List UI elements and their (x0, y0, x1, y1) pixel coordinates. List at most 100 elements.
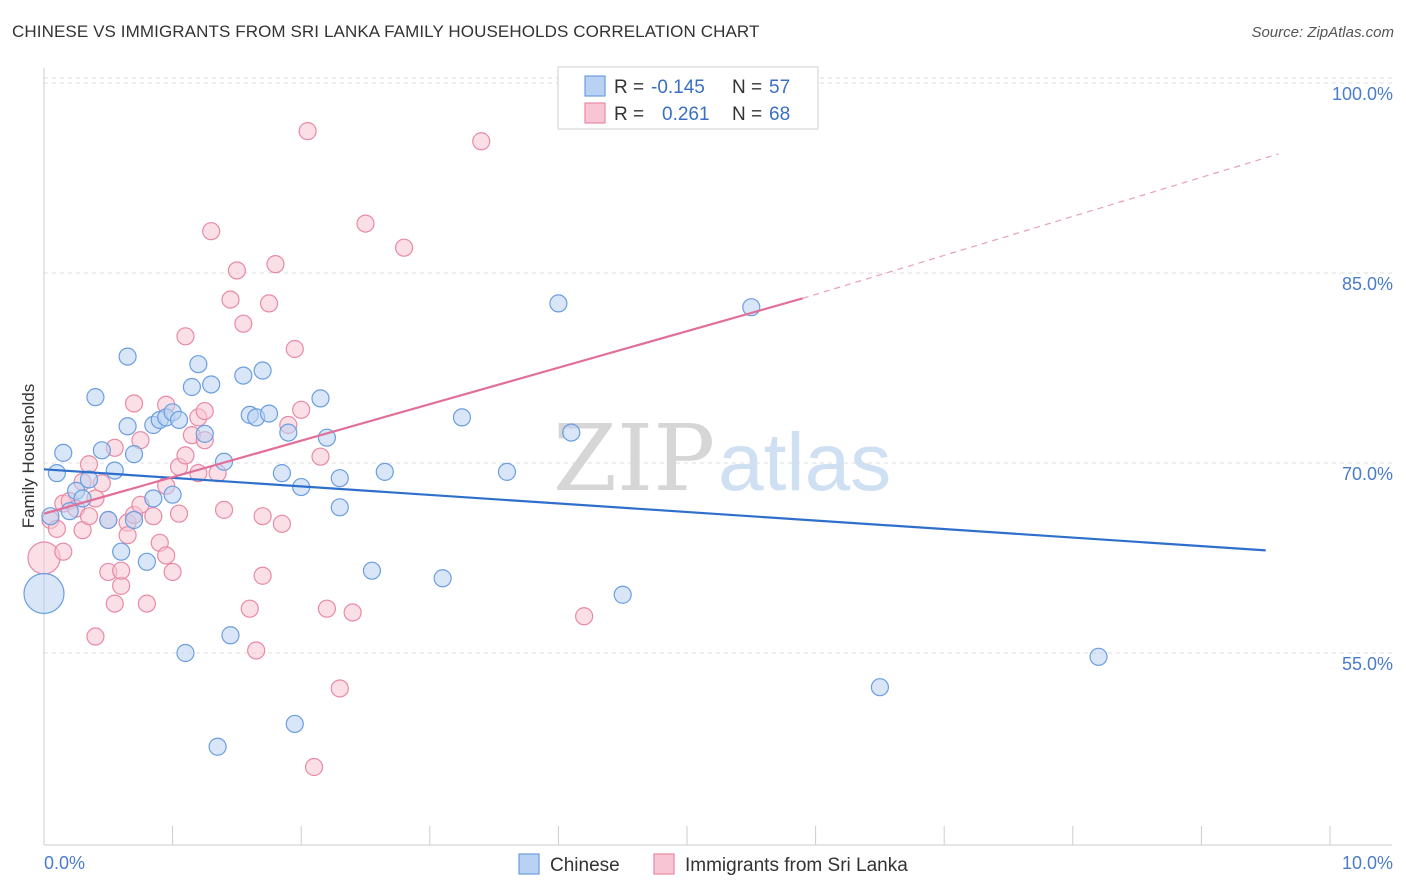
sri-lanka-point (79, 455, 99, 474)
y-tick-label: 100.0% (1332, 84, 1393, 104)
legend-swatch-chinese (584, 75, 606, 97)
chinese-point (137, 552, 156, 571)
sri-lanka-point (144, 507, 163, 526)
y-tick-label: 55.0% (1342, 654, 1393, 674)
y-axis-label: Family Households (19, 384, 38, 529)
legend-n-label-2: N = (732, 104, 762, 125)
chinese-point (124, 510, 144, 530)
sri-lanka-point (227, 261, 246, 280)
chinese-point (549, 294, 568, 313)
gridlines (44, 77, 1392, 654)
chinese-point (176, 643, 195, 663)
chinese-point (105, 461, 124, 480)
chinese-point (202, 375, 221, 394)
sri-lanka-point (124, 394, 144, 413)
chinese-point (221, 626, 240, 645)
sri-lanka-point (472, 132, 491, 151)
chinese-point (169, 410, 189, 430)
sri-lanka-point (285, 339, 304, 359)
sri-lanka-point (86, 627, 105, 646)
chinese-point (99, 510, 118, 530)
sri-lanka-point (112, 561, 131, 580)
sri-lanka-point (317, 599, 337, 618)
chinese-point (497, 462, 517, 481)
sri-lanka-point (292, 400, 311, 419)
chinese-point (272, 464, 292, 483)
sri-lanka-point (247, 641, 266, 660)
chinese-point (613, 585, 632, 604)
sri-lanka-point (311, 447, 330, 466)
sri-lanka-point (343, 603, 362, 622)
trend-line-sri-lanka (43, 297, 804, 515)
sri-lanka-point (176, 327, 195, 346)
sri-lanka-point (195, 401, 214, 421)
watermark-zip: ZIP (553, 405, 715, 512)
chinese-point (73, 489, 92, 508)
y-tick-label: 85.0% (1342, 274, 1393, 294)
sri-lanka-point (79, 507, 99, 526)
chinese-point (330, 469, 349, 488)
chinese-point (285, 714, 304, 734)
chinese-point (234, 366, 253, 385)
series-sri-lanka (27, 122, 594, 777)
sri-lanka-point (356, 214, 375, 233)
trend-lines (43, 153, 1279, 552)
sri-lanka-point (272, 514, 292, 533)
chinese-point (163, 485, 182, 504)
chinese-point (189, 355, 208, 374)
chinese-point (1089, 647, 1108, 666)
sri-lanka-point (163, 562, 182, 582)
legend-n-label-1: N = (732, 77, 762, 98)
chinese-point (317, 428, 337, 447)
trend-line-chinese (43, 468, 1266, 552)
sri-lanka-point (105, 594, 124, 613)
legend-r-label-2: R = (614, 104, 644, 125)
legend-box: R = -0.145 N = 57 R = 0.261 N = 68 (557, 66, 819, 130)
chinese-point (279, 423, 298, 442)
bottom-legend: Chinese Immigrants from Sri Lanka (518, 853, 908, 876)
chinese-point (124, 445, 144, 464)
chinese-point (92, 441, 111, 460)
sri-lanka-point (266, 255, 285, 274)
chinese-point (375, 462, 394, 481)
chinese-point (79, 470, 99, 489)
chinese-point (362, 561, 382, 580)
sri-lanka-point (169, 504, 189, 523)
bottom-legend-sri-lanka: Immigrants from Sri Lanka (685, 855, 908, 876)
chinese-point (433, 569, 452, 588)
chinese-point (311, 389, 330, 408)
chinese-point (195, 424, 214, 443)
chinese-point (562, 423, 581, 442)
sri-lanka-point (54, 542, 73, 561)
chinese-point (144, 489, 163, 508)
legend-r-label-1: R = (614, 77, 644, 98)
sri-lanka-point (575, 607, 594, 626)
legend-n-value-1: 57 (769, 77, 790, 98)
axes: 55.0% 70.0% 85.0% 100.0% 0.0% 10.0% (43, 68, 1393, 873)
sri-lanka-point (330, 679, 349, 698)
chinese-point (118, 417, 137, 436)
sri-lanka-point (27, 541, 61, 575)
chinese-point (112, 542, 131, 561)
sri-lanka-point (221, 290, 240, 309)
sri-lanka-point (112, 576, 131, 595)
chinese-point (86, 388, 105, 407)
sri-lanka-point (137, 594, 156, 613)
chinese-point (330, 498, 349, 517)
chinese-point (870, 678, 890, 697)
sri-lanka-point (214, 500, 234, 519)
chart-title: CHINESE VS IMMIGRANTS FROM SRI LANKA FAM… (12, 22, 760, 41)
sri-lanka-point (298, 122, 317, 141)
chinese-point (47, 464, 66, 483)
x-tick-label-min: 0.0% (44, 853, 85, 873)
legend-r-value-2: 0.261 (662, 104, 710, 125)
sri-lanka-point (304, 757, 324, 777)
sri-lanka-point (253, 507, 272, 526)
trend-line-sri-lanka-extension (802, 153, 1279, 299)
legend-r-value-1: -0.145 (651, 77, 705, 98)
watermark: ZIP atlas (553, 405, 891, 512)
chinese-point (253, 361, 272, 380)
legend-swatch-sri-lanka (584, 102, 606, 124)
bottom-legend-swatch-sri-lanka (653, 853, 675, 875)
